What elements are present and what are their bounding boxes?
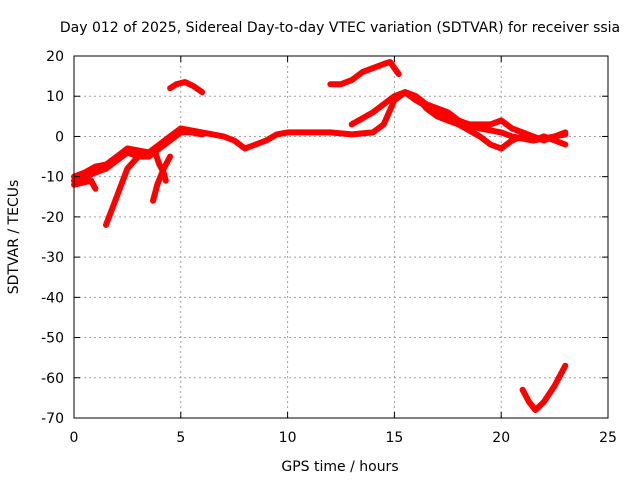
track-midday-arc — [167, 79, 206, 96]
y-tick-label: 20 — [46, 49, 64, 65]
x-tick-label: 10 — [279, 430, 297, 446]
track-late-upper — [402, 89, 569, 144]
track-early-drop — [103, 149, 152, 228]
x-tick-label: 5 — [176, 430, 185, 446]
x-tick-label: 20 — [492, 430, 510, 446]
track-noon-rise — [348, 89, 569, 152]
x-tick-label: 25 — [599, 430, 617, 446]
y-tick-label: -30 — [41, 250, 64, 266]
chart-title: Day 012 of 2025, Sidereal Day-to-day VTE… — [60, 20, 620, 36]
track-start-spur — [71, 177, 99, 192]
y-tick-label: -10 — [41, 170, 64, 186]
plot-frame — [73, 55, 609, 419]
y-axis-label: SDTVAR / TECUs — [6, 180, 22, 295]
x-axis-label: GPS time / hours — [281, 459, 398, 475]
y-tick-label: -60 — [41, 371, 64, 387]
tick-layer: 0 5 10 15 20 25 -70 -60 -50 -40 -30 -20 -10 0 10 20 — [41, 49, 617, 446]
x-tick-label: 0 — [70, 430, 79, 446]
y-tick-label: -70 — [41, 411, 64, 427]
track-dip-a — [150, 153, 174, 204]
y-tick-label: -40 — [41, 290, 64, 306]
x-tick-label: 15 — [385, 430, 403, 446]
y-tick-label: -50 — [41, 331, 64, 347]
y-tick-label: -20 — [41, 210, 64, 226]
y-tick-label: 10 — [46, 89, 64, 105]
track-night-dip — [519, 362, 569, 413]
track-afternoon-arc — [327, 59, 402, 88]
data-layer — [71, 59, 569, 413]
y-tick-label: 0 — [55, 129, 64, 145]
track-dip-b — [152, 149, 169, 184]
